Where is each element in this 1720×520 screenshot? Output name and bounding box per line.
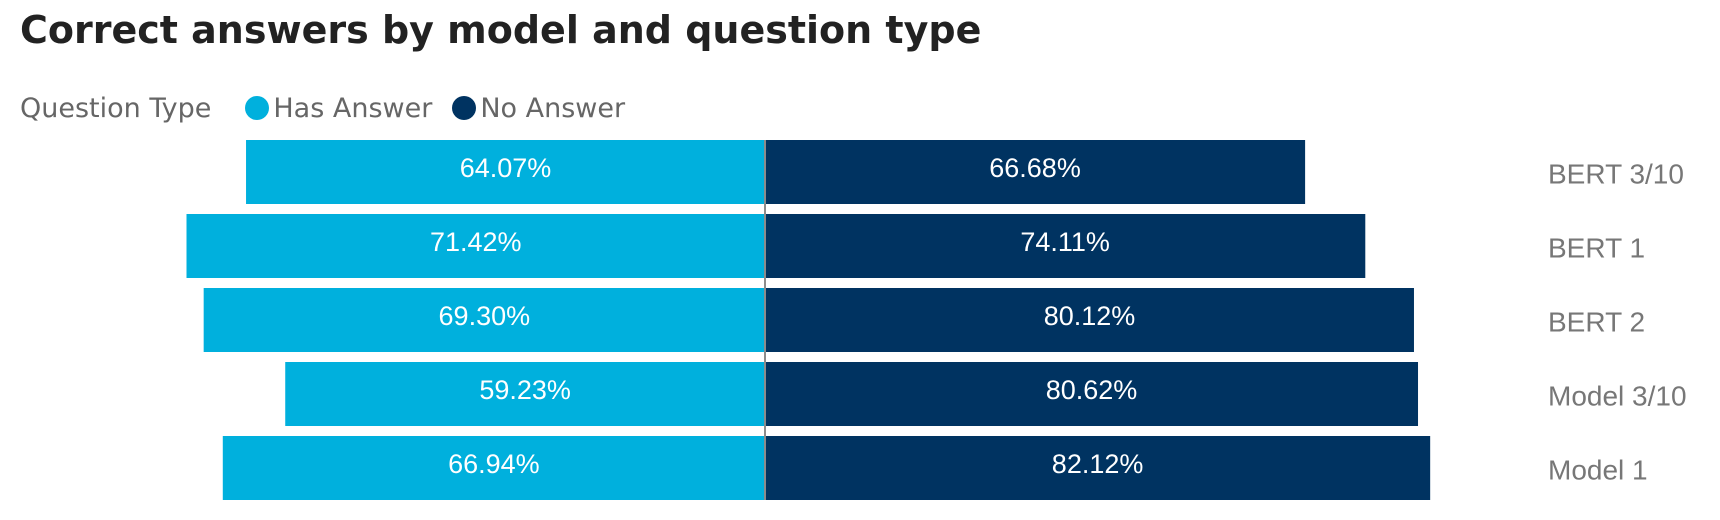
category-label: Model 3/10 — [1548, 380, 1687, 411]
legend-label-no-answer: No Answer — [480, 92, 626, 124]
category-label: Model 1 — [1548, 454, 1648, 485]
bar-no-answer[interactable] — [765, 140, 1306, 204]
category-label: BERT 2 — [1548, 306, 1645, 337]
bar-no-answer[interactable] — [765, 362, 1419, 426]
bar-has-answer[interactable] — [222, 436, 765, 500]
legend-swatch-no-answer — [452, 96, 477, 120]
bar-no-answer[interactable] — [765, 214, 1366, 278]
legend-item-no-answer[interactable]: No Answer — [452, 93, 625, 124]
category-label: BERT 3/10 — [1548, 158, 1684, 189]
data-label-no-answer: 80.62% — [1046, 375, 1138, 405]
category-label: BERT 1 — [1548, 232, 1645, 263]
legend: Question Type Has Answer No Answer — [20, 90, 645, 126]
data-label-has-answer: 69.30% — [439, 301, 531, 331]
bar-has-answer[interactable] — [186, 214, 766, 278]
data-label-no-answer: 74.11% — [1020, 227, 1110, 257]
legend-label-has-answer: Has Answer — [273, 92, 433, 124]
bar-no-answer[interactable] — [765, 288, 1414, 352]
chart-title: Correct answers by model and question ty… — [20, 8, 982, 52]
legend-item-has-answer[interactable]: Has Answer — [245, 93, 432, 124]
data-label-has-answer: 59.23% — [479, 375, 571, 405]
bar-has-answer[interactable] — [246, 140, 765, 204]
data-label-no-answer: 66.68% — [989, 153, 1081, 183]
data-label-has-answer: 66.94% — [448, 449, 540, 479]
data-label-has-answer: 64.07% — [460, 153, 552, 183]
legend-swatch-has-answer — [245, 96, 270, 120]
data-label-has-answer: 71.42% — [430, 227, 522, 257]
bar-has-answer[interactable] — [203, 288, 766, 352]
bar-has-answer[interactable] — [285, 362, 765, 426]
bar-no-answer[interactable] — [765, 436, 1431, 500]
legend-title: Question Type — [20, 92, 212, 124]
data-label-no-answer: 80.12% — [1044, 301, 1136, 331]
data-label-no-answer: 82.12% — [1052, 449, 1144, 479]
